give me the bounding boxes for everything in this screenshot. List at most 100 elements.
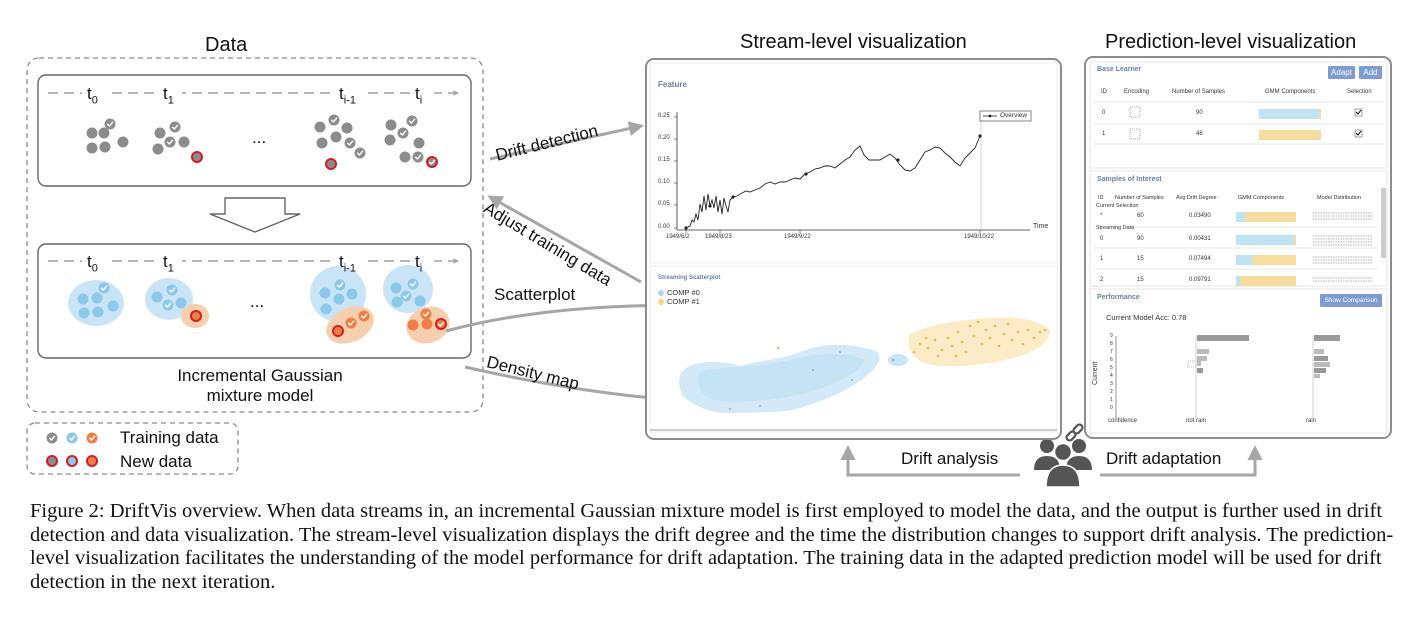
drift-adaptation-label: Drift adaptation — [1106, 449, 1222, 468]
t0-gmm-label: t0 — [87, 252, 98, 275]
si-header-id: ID — [1098, 195, 1104, 201]
t0-gmm-cluster — [68, 280, 124, 326]
t0-raw-cluster — [86, 118, 129, 154]
figure-caption: Figure 2: DriftVis overview. When data s… — [30, 500, 1394, 593]
feature-chart — [674, 110, 1032, 233]
x-tick-3: 1949/10/22 — [964, 234, 995, 240]
si-row1-id: 1 — [1100, 256, 1104, 262]
performance-chart — [1115, 335, 1340, 418]
add-button[interactable]: Add — [1359, 66, 1382, 79]
model-accuracy: Current Model Acc: 0.78 — [1106, 313, 1187, 322]
feature-title: Feature — [658, 80, 687, 89]
data-outer-box — [26, 57, 484, 413]
samples-interest-title: Samples of Interest — [1097, 176, 1162, 183]
tim1-label: ti-1 — [339, 84, 356, 107]
t1-gmm-label: t1 — [163, 252, 174, 275]
stream-section-title: Stream-level visualization — [740, 31, 967, 53]
adjust-training-arrow — [487, 195, 642, 284]
x-tick-1: 1949/8/23 — [705, 234, 732, 240]
gmm-label-line1: Incremental Gaussian — [177, 366, 343, 385]
bl-row1-samples: 48 — [1196, 131, 1203, 137]
si-row2-id: 2 — [1100, 277, 1104, 283]
ti-raw-cluster — [384, 115, 438, 168]
base-learner-title: Base Learner — [1097, 66, 1142, 73]
perf-y-tick-3: 3 — [1110, 381, 1113, 387]
comp1-legend: COMP #1 — [667, 297, 700, 306]
perf-x-not-rain: not rain — [1186, 418, 1207, 424]
ellipsis-gmm: ... — [250, 292, 265, 311]
x-tick-0: 1949/6/2 — [666, 234, 690, 240]
bl-header-id: ID — [1101, 89, 1107, 95]
t1-gmm-cluster — [145, 278, 209, 328]
drift-analysis-label: Drift analysis — [901, 449, 999, 468]
perf-x-confidence: confidence — [1108, 418, 1138, 424]
data-section-title: Data — [205, 34, 248, 56]
legend-new-text: New data — [120, 452, 192, 471]
si-row0-drift: 0.00431 — [1189, 236, 1211, 242]
time-axis-name: Time — [1033, 223, 1049, 230]
bl-row0-samples: 90 — [1196, 110, 1203, 116]
perf-y-tick-4: 4 — [1110, 373, 1113, 379]
t1-raw-cluster — [152, 121, 203, 163]
y-tick-4: 0.05 — [658, 201, 670, 207]
bl-row1-id: 1 — [1102, 131, 1106, 137]
si-current-selection: Current Selection — [1096, 203, 1139, 209]
y-tick-2: 0.15 — [658, 157, 670, 163]
bl-header-selection: Selection — [1347, 89, 1372, 95]
prediction-section-title: Prediction-level visualization — [1105, 31, 1357, 53]
bl-header-samples: Number of Samples — [1172, 89, 1226, 95]
show-comparison-button[interactable]: Show Comparison — [1320, 294, 1382, 307]
scatter-title: Streaming Scatterplot — [658, 275, 721, 281]
si-current-samples: 60 — [1137, 213, 1144, 219]
scatterplot-label: Scatterplot — [494, 285, 576, 304]
t0-label: t0 — [87, 84, 98, 107]
density-map — [658, 290, 1050, 414]
si-header-gmm: GMM Components — [1238, 195, 1285, 201]
gmm-label-line2: mixture model — [206, 386, 314, 405]
si-row0-id: 0 — [1100, 236, 1104, 242]
drift-detection-arrow — [489, 121, 644, 161]
perf-y-tick-9: 9 — [1110, 333, 1113, 339]
users-icon — [1034, 439, 1092, 488]
si-row1-samples: 15 — [1137, 256, 1144, 262]
model-down-arrow — [209, 197, 301, 233]
y-tick-0: 0.25 — [658, 113, 670, 119]
overview-diagram — [26, 56, 1392, 488]
perf-y-tick-7: 7 — [1110, 349, 1113, 355]
tim1-gmm-label: ti-1 — [339, 252, 356, 275]
bl-header-gmm: GMM Components — [1265, 89, 1316, 95]
ellipsis-raw: ... — [252, 128, 267, 147]
link-icon — [1065, 423, 1084, 442]
perf-y-tick-6: 6 — [1110, 357, 1113, 363]
tim1-raw-cluster — [314, 114, 366, 170]
perf-y-tick-0: 0 — [1110, 405, 1113, 411]
tim1-gmm-cluster — [310, 266, 374, 344]
legend-training-text: Training data — [120, 428, 219, 447]
si-row1-drift: 0.07494 — [1189, 256, 1211, 262]
bl-header-encoding: Encoding — [1124, 89, 1150, 95]
perf-x-rain: rain — [1306, 418, 1317, 424]
y-tick-3: 0.10 — [658, 179, 670, 185]
y-tick-5: 0.00 — [658, 224, 670, 230]
performance-y-label: Current — [1092, 361, 1099, 385]
legend-box — [26, 422, 239, 475]
bl-row0-id: 0 — [1102, 110, 1106, 116]
performance-title: Performance — [1097, 294, 1140, 301]
perf-y-tick-8: 8 — [1110, 341, 1113, 347]
y-tick-1: 0.20 — [658, 135, 670, 141]
raw-data-box — [37, 74, 472, 187]
t1-label: t1 — [163, 84, 174, 107]
x-tick-2: 1949/9/22 — [784, 234, 811, 240]
si-row2-samples: 15 — [1137, 277, 1144, 283]
si-current-id: * — [1100, 213, 1103, 219]
perf-y-tick-1: 1 — [1110, 397, 1113, 403]
si-streaming-data: Streaming Data — [1096, 225, 1135, 231]
si-header-distribution: Model Distribution — [1317, 195, 1362, 201]
adapt-button[interactable]: Adapt — [1328, 66, 1355, 79]
si-row2-drift: 0.09791 — [1189, 277, 1211, 283]
si-header-drift: Avg Drift Degree — [1176, 195, 1217, 201]
comp0-legend: COMP #0 — [667, 288, 700, 297]
si-current-drift: 0.03490 — [1189, 213, 1211, 219]
ti-label: ti — [415, 84, 423, 107]
ti-gmm-label: ti — [415, 252, 423, 275]
